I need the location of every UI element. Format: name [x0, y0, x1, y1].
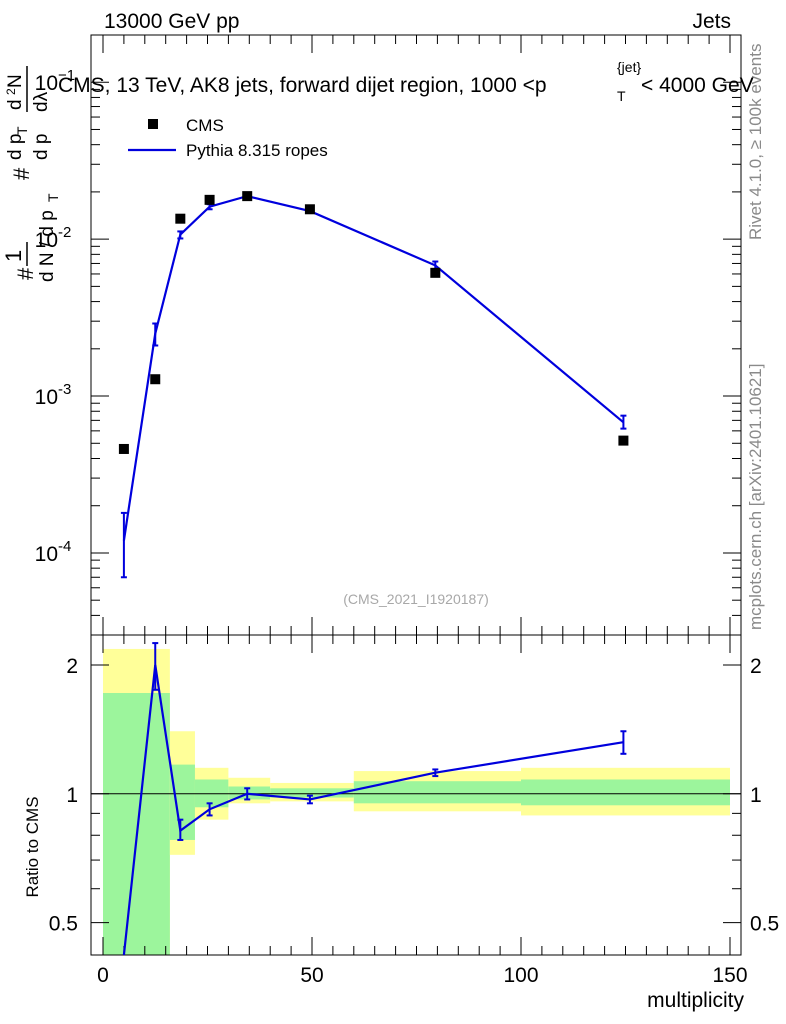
cms-data-point — [242, 191, 253, 202]
legend-mc-label: Pythia 8.315 ropes — [186, 141, 328, 160]
main-ytick-label: 10 -4 — [35, 538, 72, 566]
cms-data-point — [204, 194, 215, 205]
ratio-ytick-label: 1 — [66, 784, 78, 807]
ratio-ytick-label-right: 1 — [750, 784, 762, 807]
title-post: < 4000 GeV — [641, 74, 754, 97]
title-pre: CMS, 13 TeV, AK8 jets, forward dijet reg… — [58, 74, 547, 97]
band-inner-1 — [169, 764, 195, 840]
main-ytick-base: 10 — [35, 229, 58, 252]
band-inner-5 — [353, 781, 521, 804]
ratio-ytick-label: 2 — [66, 655, 78, 678]
legend-cms-label: CMS — [186, 116, 224, 135]
cms-data-point — [618, 435, 629, 446]
analysis-watermark: (CMS_2021_I1920187) — [343, 591, 489, 607]
band-inner-4 — [270, 788, 354, 798]
main-ytick-exp: -2 — [58, 224, 71, 241]
main-axes: 10−110-210-310-4 — [35, 34, 742, 636]
svg-text:2: 2 — [4, 88, 18, 95]
ratio-y-label: Ratio to CMS — [23, 796, 42, 897]
ratio-xtick-label: 50 — [300, 964, 323, 987]
legend: CMS Pythia 8.315 ropes — [128, 116, 328, 160]
cms-data-point — [304, 204, 315, 215]
svg-text:d p: d p — [31, 134, 52, 160]
title-sub: T — [617, 88, 626, 104]
main-ytick-exp: -3 — [58, 381, 71, 398]
mc-line — [122, 194, 625, 541]
cms-data-point — [430, 267, 441, 278]
ratio-series — [122, 642, 627, 956]
svg-text:dλ: dλ — [31, 91, 52, 112]
cms-data-point — [175, 213, 186, 224]
ratio-uncertainty-bands — [103, 648, 730, 955]
cms-data-point — [150, 374, 161, 385]
header-energy: 13000 GeV pp — [104, 10, 239, 33]
band-inner-0 — [103, 692, 170, 955]
legend-cms-marker — [148, 119, 158, 129]
svg-text:d p: d p — [5, 134, 26, 160]
svg-text:1: 1 — [1, 250, 26, 262]
svg-text:d: d — [5, 99, 26, 110]
ratio-ytick-label-right: 0.5 — [750, 913, 779, 936]
main-ytick-base: 10 — [35, 543, 58, 566]
main-ytick-exp: −1 — [58, 67, 75, 84]
band-inner-6 — [521, 779, 730, 806]
ratio-axes: 0.5 0.5 1 1 2 2 0 50 100 150 — [49, 634, 779, 987]
svg-text:T: T — [14, 126, 30, 135]
main-ytick-base: 10 — [35, 72, 58, 95]
ratio-ytick-label-right: 2 — [750, 655, 762, 678]
ratio-xtick-label: 100 — [503, 964, 538, 987]
ratio-line — [122, 664, 624, 956]
main-ytick-base: 10 — [35, 386, 58, 409]
header-category: Jets — [692, 10, 731, 33]
svg-text:d N / d p: d N / d p — [37, 210, 58, 282]
main-title: CMS, 13 TeV, AK8 jets, forward dijet reg… — [58, 59, 754, 104]
main-y-label: # 1 d N / d p T # d p d p T d 2 N dλ — [1, 66, 61, 282]
x-axis-label: multiplicity — [647, 989, 744, 1012]
main-ytick-exp: -4 — [58, 538, 71, 555]
mcplots-label: mcplots.cern.ch [arXiv:2401.10621] — [746, 364, 765, 630]
ratio-xtick-label: 150 — [712, 964, 747, 987]
svg-text:T: T — [45, 193, 61, 202]
cms-data-point — [118, 443, 129, 454]
ratio-xtick-label: 0 — [97, 964, 109, 987]
svg-text:#: # — [9, 167, 34, 180]
svg-text:#: # — [13, 267, 38, 280]
ratio-ytick-label: 0.5 — [49, 913, 78, 936]
main-ytick-label: 10 -2 — [35, 224, 72, 252]
rivet-label: Rivet 4.1.0, ≥ 100k events — [746, 44, 765, 240]
title-sup: {jet} — [617, 59, 641, 75]
main-ytick-label: 10 -3 — [35, 381, 72, 409]
main-series — [118, 191, 629, 579]
main-ytick-label: 10 −1 — [35, 67, 75, 95]
svg-text:N: N — [5, 74, 26, 88]
